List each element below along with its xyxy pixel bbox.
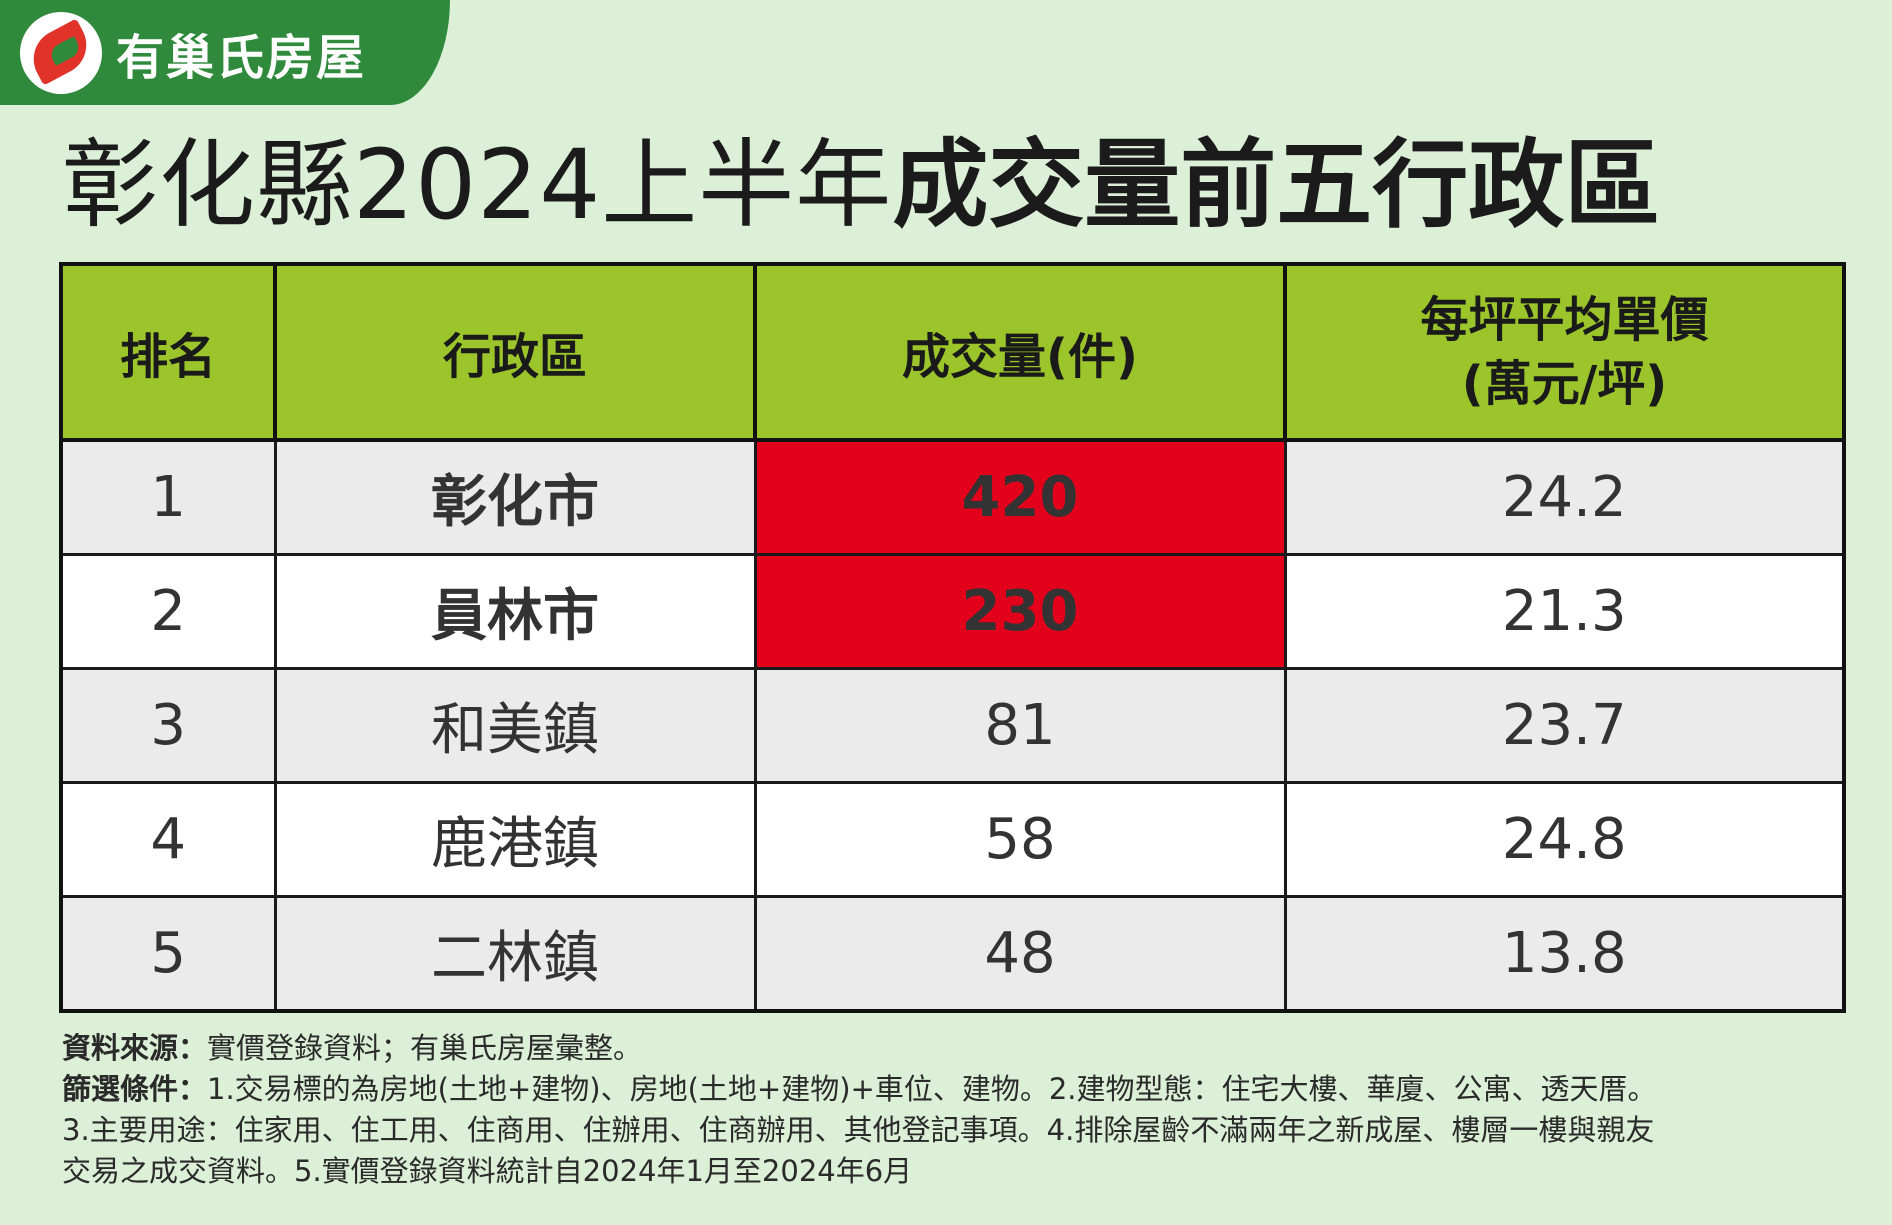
filter-line-1: 1.交易標的為房地(土地+建物)、房地(土地+建物)+車位、建物。2.建物型態：… — [207, 1072, 1657, 1106]
cell-rank: 4 — [59, 781, 277, 898]
table-row: 3 和美鎮 81 23.7 — [59, 667, 1846, 784]
cell-price: 21.3 — [1283, 553, 1846, 670]
header-district: 行政區 — [273, 262, 757, 442]
cell-district: 彰化市 — [273, 438, 757, 556]
header-price-line1: 每坪平均單價 — [1420, 292, 1709, 348]
table-row: 1 彰化市 420 24.2 — [59, 438, 1846, 556]
table-row: 5 二林鎮 48 13.8 — [59, 895, 1846, 1013]
table-header-row: 排名 行政區 成交量(件) 每坪平均單價 (萬元/坪) — [59, 262, 1846, 442]
table-row: 2 員林市 230 21.3 — [59, 553, 1846, 670]
ranking-table: 排名 行政區 成交量(件) 每坪平均單價 (萬元/坪) 1 彰化市 420 24… — [59, 262, 1846, 1013]
brand-name: 有巢氏房屋 — [116, 29, 367, 86]
cell-rank: 5 — [59, 895, 277, 1013]
cell-volume: 81 — [753, 667, 1287, 784]
cell-price: 24.2 — [1283, 438, 1846, 556]
cell-price: 13.8 — [1283, 895, 1846, 1013]
table-row: 4 鹿港鎮 58 24.8 — [59, 781, 1846, 898]
source-text: 實價登錄資料；有巢氏房屋彙整。 — [207, 1031, 643, 1065]
title-part-2: 成交量前五行政區 — [892, 129, 1661, 241]
header-rank: 排名 — [59, 262, 277, 442]
cell-rank: 2 — [59, 553, 277, 670]
page-title: 彰化縣2024上半年成交量前五行政區 — [62, 130, 1660, 240]
cell-district: 員林市 — [273, 553, 757, 670]
cell-price: 23.7 — [1283, 667, 1846, 784]
header-price-line2: (萬元/坪) — [1461, 356, 1668, 412]
filter-label: 篩選條件： — [62, 1072, 208, 1106]
source-label: 資料來源： — [62, 1031, 208, 1065]
cell-volume: 420 — [753, 438, 1287, 556]
cell-rank: 1 — [59, 438, 277, 556]
cell-district: 和美鎮 — [273, 667, 757, 784]
cell-district: 鹿港鎮 — [273, 781, 757, 898]
filter-line-3: 交易之成交資料。5.實價登錄資料統計自2024年1月至2024年6月 — [62, 1154, 913, 1188]
brand-logo-icon — [20, 11, 102, 94]
cell-volume: 58 — [753, 781, 1287, 898]
cell-rank: 3 — [59, 667, 277, 784]
cell-volume: 230 — [753, 553, 1287, 670]
filter-line-2: 3.主要用途：住家用、住工用、住商用、住辦用、住商辦用、其他登記事項。4.排除屋… — [62, 1113, 1655, 1147]
header-price: 每坪平均單價 (萬元/坪) — [1283, 262, 1846, 442]
filter-note: 篩選條件：1.交易標的為房地(土地+建物)、房地(土地+建物)+車位、建物。2.… — [62, 1069, 1852, 1110]
header-volume: 成交量(件) — [753, 262, 1287, 442]
cell-volume: 48 — [753, 895, 1287, 1013]
source-note: 資料來源：實價登錄資料；有巢氏房屋彙整。 — [62, 1028, 1852, 1069]
cell-price: 24.8 — [1283, 781, 1846, 898]
brand-banner: 有巢氏房屋 — [0, 0, 450, 105]
title-part-1: 彰化縣2024上半年 — [62, 129, 893, 241]
footnotes: 資料來源：實價登錄資料；有巢氏房屋彙整。 篩選條件：1.交易標的為房地(土地+建… — [62, 1028, 1852, 1192]
cell-district: 二林鎮 — [273, 895, 757, 1013]
